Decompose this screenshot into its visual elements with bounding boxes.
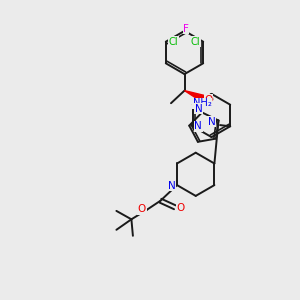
Text: N: N bbox=[194, 104, 202, 114]
Text: Cl: Cl bbox=[191, 37, 200, 47]
Text: N: N bbox=[208, 117, 216, 127]
Text: O: O bbox=[138, 204, 146, 214]
Text: N: N bbox=[194, 121, 202, 131]
Text: Cl: Cl bbox=[169, 37, 178, 47]
Text: F: F bbox=[183, 23, 189, 34]
Text: N: N bbox=[168, 181, 176, 191]
Text: NH₂: NH₂ bbox=[193, 98, 212, 108]
Polygon shape bbox=[184, 91, 206, 102]
Text: O: O bbox=[176, 203, 184, 213]
Text: O: O bbox=[204, 94, 213, 105]
